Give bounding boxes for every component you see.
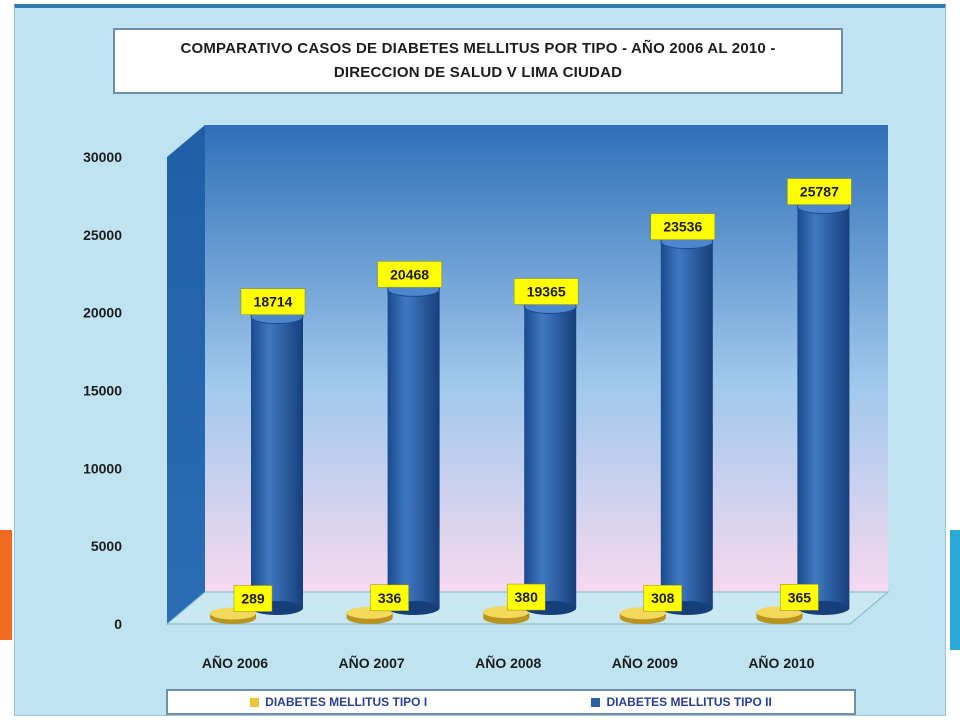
data-label-tipo-2: 25787 <box>800 184 839 200</box>
data-label-tipo-1: 308 <box>651 590 675 606</box>
data-label-tipo-2: 23536 <box>663 219 702 235</box>
y-tick-label: 10000 <box>83 460 122 476</box>
y-tick-label: 25000 <box>83 227 122 243</box>
legend-swatch-tipo-2 <box>591 697 601 707</box>
data-label-tipo-1: 380 <box>515 589 539 605</box>
chart-title: COMPARATIVO CASOS DE DIABETES MELLITUS P… <box>113 28 843 94</box>
legend-label-tipo-1: DIABETES MELLITUS TIPO I <box>265 695 428 709</box>
chart-title-line-1: COMPARATIVO CASOS DE DIABETES MELLITUS P… <box>180 40 776 57</box>
data-label-tipo-1: 336 <box>378 590 402 606</box>
chart-title-line-2: DIRECCION DE SALUD V LIMA CIUDAD <box>333 64 623 81</box>
data-label-tipo-1-bg <box>506 583 546 611</box>
chart-side-wall <box>167 125 205 624</box>
x-category-label: AÑO 2008 <box>475 654 541 671</box>
right-accent-bar <box>950 530 960 650</box>
y-tick-label: 15000 <box>83 383 122 399</box>
data-label-tipo-1-bg <box>370 584 409 612</box>
data-label-tipo-2-bg <box>377 261 442 288</box>
data-label-tipo-1-bg <box>643 584 683 612</box>
chart-legend: DIABETES MELLITUS TIPO I DIABETES MELLIT… <box>166 689 856 715</box>
data-label-tipo-1: 365 <box>788 589 812 605</box>
y-tick-label: 5000 <box>91 538 122 554</box>
bar-tipo-2 <box>524 306 577 608</box>
legend-label-tipo-2: DIABETES MELLITUS TIPO II <box>606 695 772 709</box>
y-tick-label: 0 <box>114 616 122 632</box>
y-tick-label: 30000 <box>83 149 122 165</box>
data-label-tipo-1: 289 <box>241 591 265 607</box>
data-label-tipo-2-bg <box>240 288 306 315</box>
bar-tipo-2 <box>251 316 303 608</box>
x-category-label: AÑO 2009 <box>612 654 678 671</box>
left-accent-bar <box>0 530 12 640</box>
data-label-tipo-1-bg <box>780 584 819 611</box>
legend-item-tipo-2: DIABETES MELLITUS TIPO II <box>591 695 772 709</box>
data-label-tipo-2-bg <box>650 213 716 240</box>
data-label-tipo-2-bg <box>787 178 852 205</box>
x-category-label: AÑO 2006 <box>202 654 268 671</box>
data-label-tipo-2: 19365 <box>527 284 566 300</box>
data-label-tipo-2-bg <box>513 278 579 305</box>
legend-swatch-tipo-1 <box>250 697 260 707</box>
bar-tipo-2 <box>660 241 713 609</box>
bar-tipo-2 <box>387 289 440 608</box>
data-label-tipo-2: 18714 <box>254 294 293 310</box>
x-category-label: AÑO 2007 <box>339 654 405 671</box>
data-label-tipo-2: 20468 <box>390 266 429 282</box>
bar-tipo-2 <box>797 206 850 608</box>
x-category-label: AÑO 2010 <box>748 654 814 671</box>
legend-item-tipo-1: DIABETES MELLITUS TIPO I <box>250 695 427 709</box>
data-label-tipo-1-bg <box>233 585 273 612</box>
y-tick-label: 20000 <box>83 305 122 321</box>
